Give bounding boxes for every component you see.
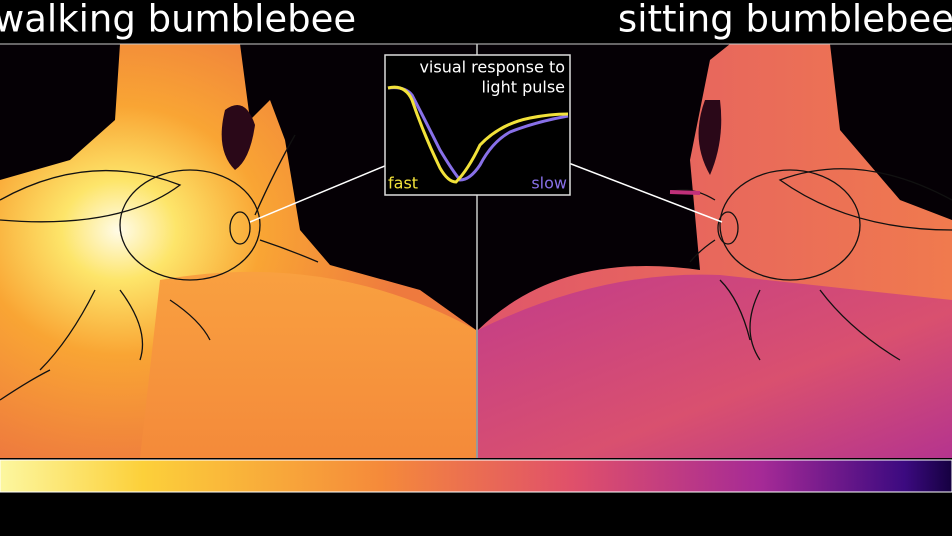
fast-label: fast [388,174,418,193]
fast-curve [387,85,569,184]
bee-legs [0,289,211,401]
bee-wing [778,168,952,231]
thermal-shoulder [478,274,952,458]
slow-label: slow [531,174,567,193]
inset-title: visual response to [419,58,565,77]
inset: visual response to light pulse fast slow [384,54,571,196]
slow-curve [387,86,569,182]
bee-wing [0,169,182,223]
thermal-shoulder [140,271,476,458]
bee-thorax [119,169,261,281]
inset-title: light pulse [482,78,565,97]
bee-outline-left [0,134,319,401]
inset-box [384,54,571,196]
colorbar [0,459,952,493]
bee-thorax [719,169,861,281]
bee-legs [719,279,901,361]
bee-antenna [254,134,319,263]
panel-title: sitting bumblebee [618,0,952,41]
ear [698,100,722,175]
bee-eye [717,211,739,245]
right-panel [478,44,952,458]
bee-eye [229,211,251,245]
ear [221,105,255,170]
panel-title: walking bumblebee [0,0,356,41]
antenna-highlight [669,190,701,195]
